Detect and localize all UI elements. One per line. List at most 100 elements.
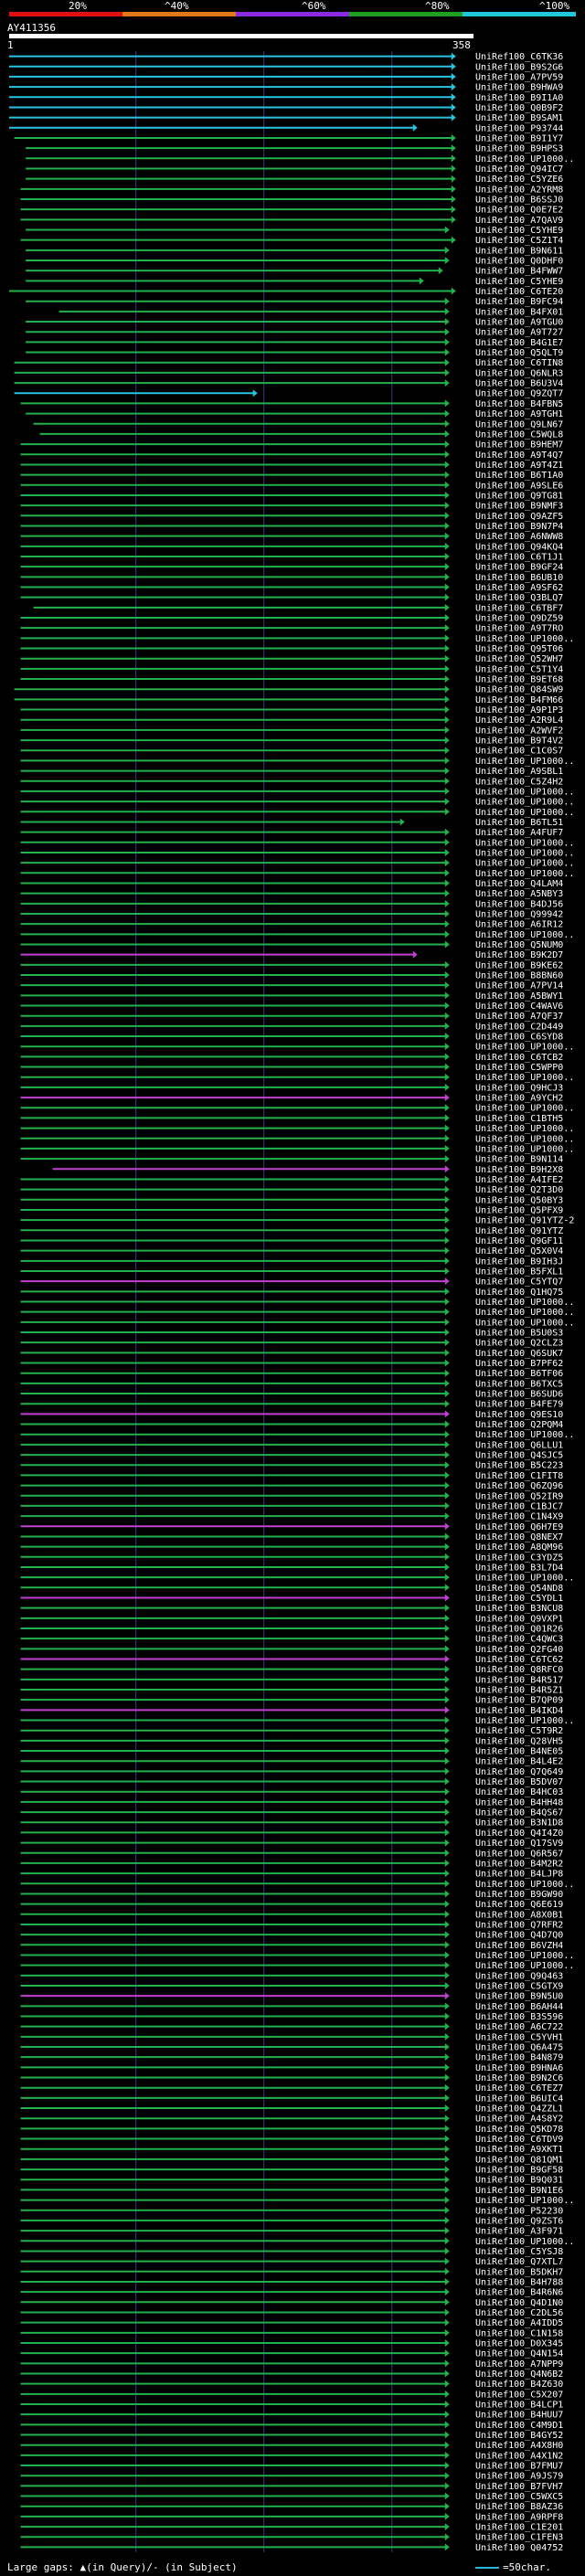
hit-label[interactable]: UniRef100_B4GY52 — [475, 2431, 563, 2441]
alignment-row[interactable]: UniRef100_B6UB10 — [20, 573, 564, 583]
hit-label[interactable]: UniRef100_B5FXL1 — [475, 1267, 563, 1277]
hit-label[interactable]: UniRef100_UP1000.. — [475, 1298, 574, 1308]
hit-label[interactable]: UniRef100_B5DKH7 — [475, 2267, 563, 2277]
hit-label[interactable]: UniRef100_UP1000.. — [475, 869, 574, 879]
hit-label[interactable]: UniRef100_Q9VXP1 — [475, 1614, 563, 1624]
hit-label[interactable]: UniRef100_B6AH44 — [475, 2002, 563, 2012]
hit-label[interactable]: UniRef100_B5U0S3 — [475, 1329, 563, 1339]
alignment-row[interactable]: UniRef100_A9YCH2 — [20, 1094, 564, 1104]
alignment-row[interactable]: UniRef100_B7FMU7 — [20, 2462, 564, 2472]
hit-label[interactable]: UniRef100_B4FWW7 — [475, 267, 563, 277]
alignment-row[interactable]: UniRef100_Q9TG81 — [20, 491, 564, 501]
alignment-row[interactable]: UniRef100_UP1000.. — [20, 2196, 575, 2206]
alignment-row[interactable]: UniRef100_B5C223 — [20, 1461, 564, 1471]
alignment-row[interactable]: UniRef100_Q17SV9 — [20, 1839, 564, 1849]
hit-label[interactable]: UniRef100_B4FM66 — [475, 695, 563, 705]
alignment-row[interactable]: UniRef100_UP1000.. — [20, 1124, 575, 1134]
hit-label[interactable]: UniRef100_B9N611 — [475, 246, 563, 256]
hit-label[interactable]: UniRef100_B6UB10 — [475, 573, 563, 583]
alignment-row[interactable]: UniRef100_UP1000.. — [20, 1298, 575, 1308]
hit-label[interactable]: UniRef100_B9H2X8 — [475, 1165, 563, 1175]
hit-label[interactable]: UniRef100_Q91YTZ-2 — [475, 1216, 574, 1226]
alignment-row[interactable]: UniRef100_UP1000.. — [20, 634, 575, 644]
hit-label[interactable]: UniRef100_B4R517 — [475, 1675, 563, 1685]
hit-label[interactable]: UniRef100_Q7Q649 — [475, 1767, 563, 1777]
alignment-row[interactable]: UniRef100_Q2T3D0 — [20, 1185, 564, 1195]
hit-label[interactable]: UniRef100_UP1000.. — [475, 808, 574, 818]
alignment-row[interactable]: UniRef100_Q4SJC5 — [20, 1451, 564, 1461]
hit-label[interactable]: UniRef100_C5WQL8 — [475, 429, 563, 440]
alignment-row[interactable]: UniRef100_B9N611 — [26, 246, 563, 256]
alignment-row[interactable]: UniRef100_A2R9L4 — [20, 716, 564, 726]
alignment-row[interactable]: UniRef100_C1FEN3 — [20, 2533, 564, 2543]
hit-label[interactable]: UniRef100_Q4ZZL1 — [475, 2104, 563, 2115]
alignment-row[interactable]: UniRef100_B9Q031 — [20, 2176, 564, 2186]
hit-label[interactable]: UniRef100_C5X207 — [475, 2390, 563, 2400]
alignment-row[interactable]: UniRef100_C5T9R2 — [20, 1726, 564, 1736]
alignment-row[interactable]: UniRef100_B5FXL1 — [20, 1267, 564, 1277]
alignment-row[interactable]: UniRef100_Q1HQ75 — [20, 1288, 564, 1298]
alignment-row[interactable]: UniRef100_B9IH3J — [20, 1256, 564, 1267]
alignment-row[interactable]: UniRef100_C4WAV6 — [20, 1002, 564, 1012]
hit-label[interactable]: UniRef100_B4LCP1 — [475, 2401, 563, 2411]
alignment-row[interactable]: UniRef100_B5DV07 — [20, 1777, 564, 1787]
hit-label[interactable]: UniRef100_UP1000.. — [475, 757, 574, 767]
hit-label[interactable]: UniRef100_A9TGH1 — [475, 409, 563, 419]
alignment-row[interactable]: UniRef100_Q7XTL7 — [20, 2257, 564, 2267]
hit-label[interactable]: UniRef100_UP1000.. — [475, 1124, 574, 1134]
hit-label[interactable]: UniRef100_B4HH48 — [475, 1797, 563, 1807]
alignment-row[interactable]: UniRef100_UP1000.. — [20, 859, 575, 869]
alignment-row[interactable]: UniRef100_B8BN60 — [20, 971, 564, 981]
hit-label[interactable]: UniRef100_A8X0B1 — [475, 1910, 563, 1920]
hit-label[interactable]: UniRef100_D0X345 — [475, 2338, 563, 2348]
alignment-row[interactable]: UniRef100_B3L7D4 — [20, 1563, 564, 1573]
alignment-row[interactable]: UniRef100_Q0B9F2 — [9, 103, 563, 113]
alignment-row[interactable]: UniRef100_B9NMF3 — [20, 502, 564, 512]
alignment-row[interactable]: UniRef100_C5Z1T4 — [20, 236, 564, 246]
hit-label[interactable]: UniRef100_B9HPS3 — [475, 144, 563, 154]
alignment-row[interactable]: UniRef100_A9TGU0 — [26, 318, 563, 328]
hit-label[interactable]: UniRef100_A2R9L4 — [475, 716, 563, 726]
hit-label[interactable]: UniRef100_Q17SV9 — [475, 1839, 563, 1849]
alignment-row[interactable]: UniRef100_D0X345 — [20, 2338, 564, 2348]
hit-label[interactable]: UniRef100_A9XKT1 — [475, 2145, 563, 2155]
hit-label[interactable]: UniRef100_B9ET68 — [475, 675, 563, 685]
alignment-row[interactable]: UniRef100_B9KE62 — [20, 960, 564, 970]
alignment-row[interactable]: UniRef100_P93744 — [9, 123, 563, 133]
alignment-row[interactable]: UniRef100_B6TF06 — [20, 1369, 564, 1379]
alignment-row[interactable]: UniRef100_Q9AZF5 — [20, 512, 564, 522]
alignment-row[interactable]: UniRef100_B4G1E7 — [26, 338, 563, 348]
hit-label[interactable]: UniRef100_Q4LAM4 — [475, 879, 563, 889]
alignment-row[interactable]: UniRef100_B4GY52 — [20, 2431, 564, 2441]
hit-label[interactable]: UniRef100_Q6A475 — [475, 2043, 563, 2053]
hit-label[interactable]: UniRef100_UP1000.. — [475, 1880, 574, 1890]
alignment-row[interactable]: UniRef100_C6SYD8 — [20, 1033, 564, 1043]
hit-label[interactable]: UniRef100_B9N7P4 — [475, 522, 563, 532]
hit-label[interactable]: UniRef100_A9TGU0 — [475, 318, 563, 328]
alignment-row[interactable]: UniRef100_A2WVF2 — [20, 726, 564, 736]
alignment-row[interactable]: UniRef100_UP1000.. — [20, 930, 575, 940]
alignment-row[interactable]: UniRef100_Q6SUK7 — [20, 1349, 564, 1359]
hit-label[interactable]: UniRef100_B9N1E6 — [475, 2186, 563, 2196]
alignment-row[interactable]: UniRef100_C2DL56 — [20, 2308, 564, 2318]
alignment-row[interactable]: UniRef100_C1N4X9 — [20, 1512, 564, 1522]
hit-label[interactable]: UniRef100_C1N158 — [475, 2328, 563, 2338]
hit-label[interactable]: UniRef100_A4IDD5 — [475, 2318, 563, 2328]
hit-label[interactable]: UniRef100_UP1000.. — [475, 2237, 574, 2247]
hit-label[interactable]: UniRef100_C1N4X9 — [475, 1512, 563, 1522]
alignment-row[interactable]: UniRef100_B4R6N6 — [20, 2288, 564, 2298]
alignment-row[interactable]: UniRef100_Q2PQM4 — [20, 1420, 564, 1430]
alignment-row[interactable]: UniRef100_UP1000.. — [20, 869, 575, 879]
hit-label[interactable]: UniRef100_UP1000.. — [475, 930, 574, 940]
hit-label[interactable]: UniRef100_B4FX01 — [475, 307, 563, 317]
hit-label[interactable]: UniRef100_Q7XTL7 — [475, 2257, 563, 2267]
hit-label[interactable]: UniRef100_Q9Q463 — [475, 1971, 563, 1981]
hit-label[interactable]: UniRef100_A7PV14 — [475, 981, 563, 991]
alignment-row[interactable]: UniRef100_C5WPP0 — [20, 1063, 564, 1073]
hit-label[interactable]: UniRef100_Q04752 — [475, 2543, 563, 2552]
hit-label[interactable]: UniRef100_Q6E619 — [475, 1900, 563, 1910]
hit-label[interactable]: UniRef100_UP1000.. — [475, 798, 574, 808]
alignment-row[interactable]: UniRef100_A4IDD5 — [20, 2318, 564, 2328]
alignment-row[interactable]: UniRef100_Q99942 — [20, 909, 564, 919]
hit-label[interactable]: UniRef100_Q5PFX9 — [475, 1205, 563, 1215]
